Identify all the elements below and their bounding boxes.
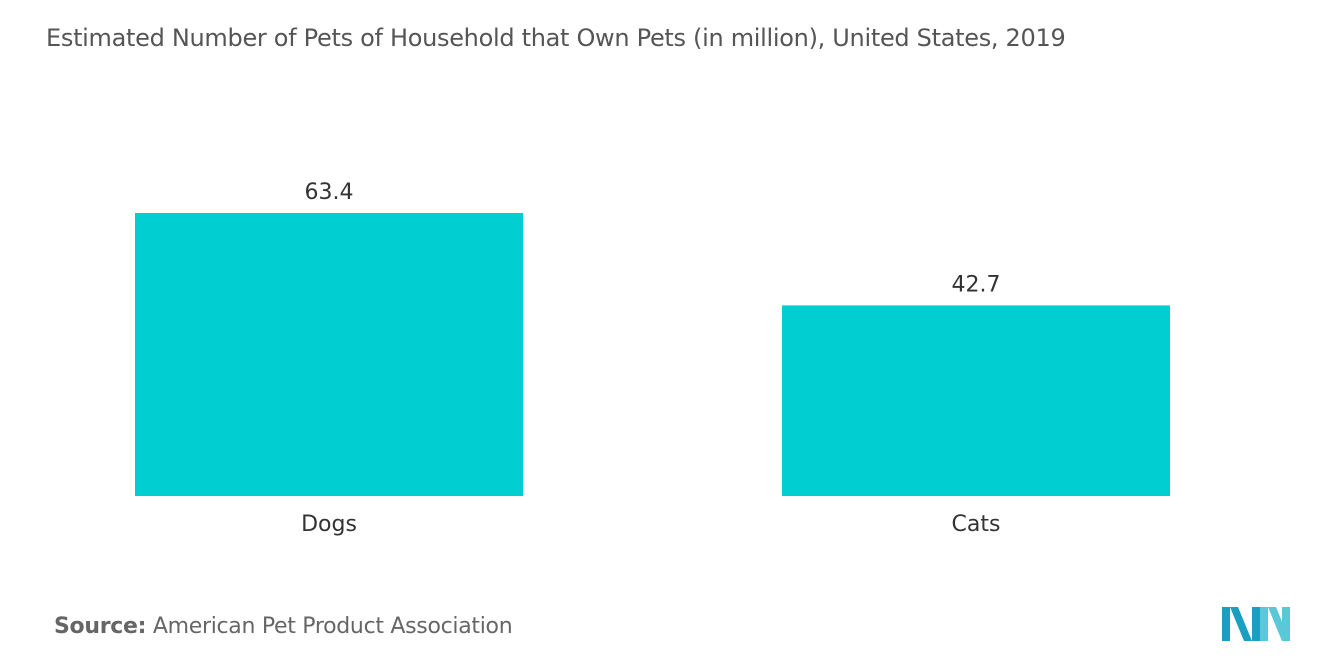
value-label-dogs: 63.4 bbox=[305, 180, 354, 205]
category-label-dogs: Dogs bbox=[301, 512, 357, 537]
source-label: Source: bbox=[54, 614, 147, 639]
source-text: American Pet Product Association bbox=[152, 614, 513, 639]
chart-title: Estimated Number of Pets of Household th… bbox=[46, 24, 1066, 52]
bar-cats bbox=[782, 305, 1170, 496]
labels-layer: 63.4 Dogs 42.7 Cats bbox=[301, 180, 1000, 537]
bar-dogs bbox=[135, 213, 523, 496]
value-label-cats: 42.7 bbox=[952, 272, 1001, 297]
mordor-intelligence-logo-icon bbox=[1222, 607, 1290, 641]
source-note: Source: American Pet Product Association bbox=[54, 614, 513, 639]
bars-layer bbox=[135, 213, 1170, 496]
category-label-cats: Cats bbox=[952, 512, 1001, 537]
